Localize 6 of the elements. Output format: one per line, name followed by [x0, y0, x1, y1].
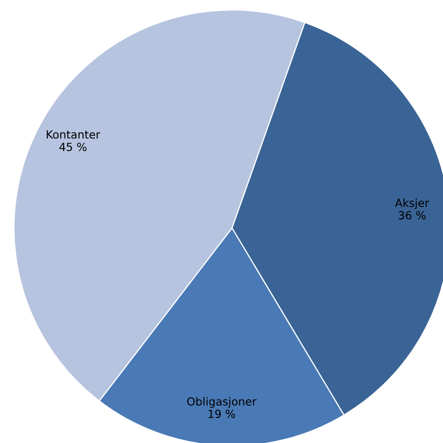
slice-label: Aksjer — [394, 198, 430, 210]
slice-label: Kontanter — [46, 130, 100, 139]
data-label: 45 % — [59, 142, 86, 152]
data-label: 36 % — [398, 211, 426, 220]
data-label: 19 % — [208, 410, 236, 418]
slice-label: Obligasjoner — [187, 397, 257, 408]
